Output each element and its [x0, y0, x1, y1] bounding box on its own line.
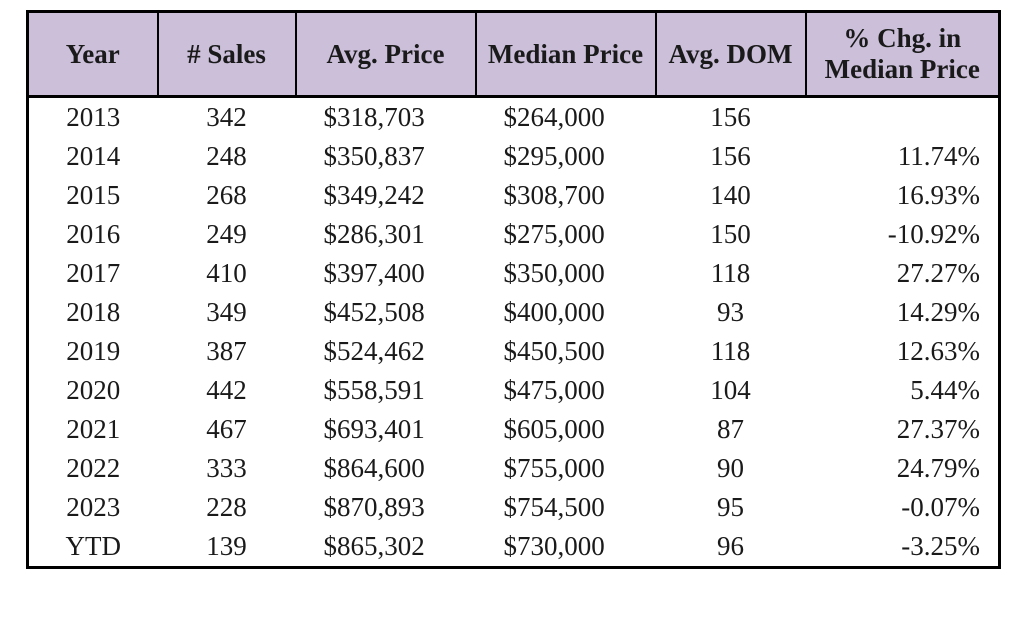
table-row: 2015 268 $349,242 $308,700 140 16.93%: [28, 176, 1000, 215]
cell-dom: 118: [656, 254, 806, 293]
col-header-chg: % Chg. in Median Price: [806, 12, 1000, 97]
cell-sales: 333: [158, 449, 296, 488]
cell-avg: $350,837: [296, 137, 476, 176]
cell-sales: 228: [158, 488, 296, 527]
table-row: 2019 387 $524,462 $450,500 118 12.63%: [28, 332, 1000, 371]
table-row: 2017 410 $397,400 $350,000 118 27.27%: [28, 254, 1000, 293]
col-header-year: Year: [28, 12, 158, 97]
cell-sales: 442: [158, 371, 296, 410]
cell-year: 2020: [28, 371, 158, 410]
table-body: 2013 342 $318,703 $264,000 156 2014 248 …: [28, 97, 1000, 568]
col-header-median: Median Price: [476, 12, 656, 97]
cell-dom: 95: [656, 488, 806, 527]
cell-year: 2019: [28, 332, 158, 371]
cell-dom: 156: [656, 97, 806, 138]
cell-sales: 387: [158, 332, 296, 371]
cell-chg: 11.74%: [806, 137, 1000, 176]
cell-sales: 249: [158, 215, 296, 254]
cell-chg: 27.27%: [806, 254, 1000, 293]
table-row: 2013 342 $318,703 $264,000 156: [28, 97, 1000, 138]
table-row: YTD 139 $865,302 $730,000 96 -3.25%: [28, 527, 1000, 568]
cell-sales: 268: [158, 176, 296, 215]
cell-avg: $870,893: [296, 488, 476, 527]
cell-year: 2022: [28, 449, 158, 488]
cell-chg: 24.79%: [806, 449, 1000, 488]
table-row: 2022 333 $864,600 $755,000 90 24.79%: [28, 449, 1000, 488]
cell-avg: $558,591: [296, 371, 476, 410]
cell-sales: 349: [158, 293, 296, 332]
cell-median: $605,000: [476, 410, 656, 449]
cell-year: YTD: [28, 527, 158, 568]
table-row: 2018 349 $452,508 $400,000 93 14.29%: [28, 293, 1000, 332]
cell-sales: 139: [158, 527, 296, 568]
cell-year: 2021: [28, 410, 158, 449]
cell-chg: 14.29%: [806, 293, 1000, 332]
cell-sales: 342: [158, 97, 296, 138]
cell-sales: 248: [158, 137, 296, 176]
cell-chg: 16.93%: [806, 176, 1000, 215]
cell-year: 2014: [28, 137, 158, 176]
cell-avg: $452,508: [296, 293, 476, 332]
cell-median: $264,000: [476, 97, 656, 138]
cell-median: $308,700: [476, 176, 656, 215]
cell-median: $400,000: [476, 293, 656, 332]
cell-year: 2023: [28, 488, 158, 527]
table-row: 2021 467 $693,401 $605,000 87 27.37%: [28, 410, 1000, 449]
cell-avg: $286,301: [296, 215, 476, 254]
cell-avg: $864,600: [296, 449, 476, 488]
cell-chg: -0.07%: [806, 488, 1000, 527]
table-header-row: Year # Sales Avg. Price Median Price Avg…: [28, 12, 1000, 97]
sales-table-container: Year # Sales Avg. Price Median Price Avg…: [26, 10, 998, 569]
col-header-sales: # Sales: [158, 12, 296, 97]
cell-dom: 87: [656, 410, 806, 449]
cell-year: 2017: [28, 254, 158, 293]
cell-median: $754,500: [476, 488, 656, 527]
cell-dom: 93: [656, 293, 806, 332]
col-header-dom: Avg. DOM: [656, 12, 806, 97]
cell-year: 2015: [28, 176, 158, 215]
col-header-avg: Avg. Price: [296, 12, 476, 97]
cell-dom: 90: [656, 449, 806, 488]
cell-dom: 118: [656, 332, 806, 371]
table-header: Year # Sales Avg. Price Median Price Avg…: [28, 12, 1000, 97]
cell-median: $730,000: [476, 527, 656, 568]
cell-dom: 140: [656, 176, 806, 215]
table-row: 2020 442 $558,591 $475,000 104 5.44%: [28, 371, 1000, 410]
cell-median: $755,000: [476, 449, 656, 488]
cell-year: 2016: [28, 215, 158, 254]
cell-dom: 96: [656, 527, 806, 568]
cell-avg: $318,703: [296, 97, 476, 138]
cell-sales: 410: [158, 254, 296, 293]
cell-year: 2018: [28, 293, 158, 332]
table-row: 2016 249 $286,301 $275,000 150 -10.92%: [28, 215, 1000, 254]
cell-dom: 104: [656, 371, 806, 410]
sales-table: Year # Sales Avg. Price Median Price Avg…: [26, 10, 1001, 569]
cell-year: 2013: [28, 97, 158, 138]
cell-median: $295,000: [476, 137, 656, 176]
cell-avg: $865,302: [296, 527, 476, 568]
cell-chg: 27.37%: [806, 410, 1000, 449]
cell-median: $275,000: [476, 215, 656, 254]
cell-chg: [806, 97, 1000, 138]
cell-median: $475,000: [476, 371, 656, 410]
cell-avg: $693,401: [296, 410, 476, 449]
cell-chg: 12.63%: [806, 332, 1000, 371]
cell-chg: -10.92%: [806, 215, 1000, 254]
cell-median: $450,500: [476, 332, 656, 371]
cell-avg: $397,400: [296, 254, 476, 293]
cell-chg: -3.25%: [806, 527, 1000, 568]
cell-median: $350,000: [476, 254, 656, 293]
cell-chg: 5.44%: [806, 371, 1000, 410]
table-row: 2023 228 $870,893 $754,500 95 -0.07%: [28, 488, 1000, 527]
cell-avg: $524,462: [296, 332, 476, 371]
table-row: 2014 248 $350,837 $295,000 156 11.74%: [28, 137, 1000, 176]
cell-dom: 156: [656, 137, 806, 176]
cell-dom: 150: [656, 215, 806, 254]
cell-avg: $349,242: [296, 176, 476, 215]
cell-sales: 467: [158, 410, 296, 449]
